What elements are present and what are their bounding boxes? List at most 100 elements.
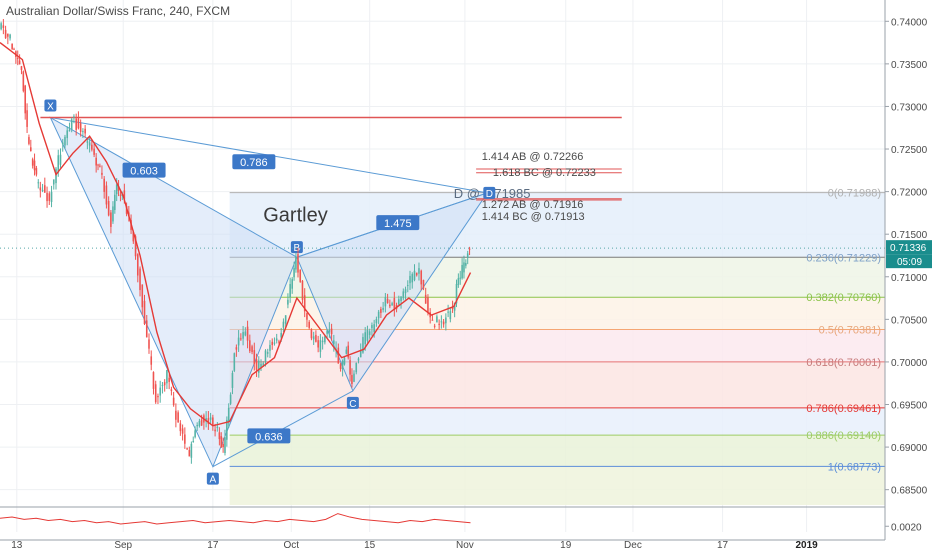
candle-body <box>20 66 23 71</box>
candle-body <box>364 332 367 345</box>
candle-body <box>297 254 299 273</box>
candle-body <box>194 430 196 438</box>
candle-body <box>93 148 95 155</box>
candle-body <box>2 25 5 28</box>
candle-body <box>212 417 214 426</box>
candle-body <box>299 269 302 282</box>
candle-body <box>269 344 271 351</box>
candle-body <box>357 358 360 361</box>
candle-body <box>324 336 326 343</box>
candle-body <box>260 363 262 369</box>
candle-body <box>287 299 289 305</box>
candle-body <box>227 407 230 422</box>
candle-body <box>293 267 295 278</box>
moving-average-line <box>0 42 472 427</box>
candle-body <box>289 284 291 298</box>
candle-body <box>229 394 232 404</box>
candle-body <box>273 342 276 344</box>
price-tick-label: 0.72500 <box>891 145 928 156</box>
candle-body <box>95 157 97 166</box>
candle-body <box>291 279 293 289</box>
candle-body <box>413 270 416 281</box>
candle-body <box>168 377 170 382</box>
candle-body <box>436 316 438 323</box>
candle-body <box>362 337 364 353</box>
candle-body <box>351 375 353 384</box>
candle-body <box>192 440 195 442</box>
candle-body <box>427 297 429 313</box>
candle-body <box>73 116 75 118</box>
candle-body <box>400 296 402 302</box>
candle-body <box>418 268 420 274</box>
candle-body <box>240 338 242 340</box>
candle-body <box>328 329 331 333</box>
candle-body <box>457 278 460 285</box>
projection-label: 1.618 BC @ 0.72233 <box>493 167 596 179</box>
candle-body <box>48 193 51 201</box>
price-tick-label: 0.69000 <box>891 443 928 454</box>
candle-body <box>249 340 251 352</box>
candle-body <box>97 164 99 166</box>
candle-body <box>280 332 282 338</box>
candle-body <box>139 268 141 291</box>
candle-body <box>77 118 80 129</box>
candle-body <box>345 349 348 354</box>
candle-body <box>61 142 64 145</box>
candle-body <box>402 291 405 299</box>
fib-level-label: 0.236(0.71229) <box>806 252 881 264</box>
candle-body <box>91 144 93 150</box>
price-tick-label: 0.71500 <box>891 230 928 241</box>
candle-body <box>79 123 82 132</box>
candle-body <box>190 443 193 458</box>
oscillator-tick-label: 0.0020 <box>891 522 922 533</box>
candle-body <box>431 319 434 321</box>
fib-level-label: 1(0.68773) <box>828 461 881 473</box>
time-tick-label: Sep <box>114 540 132 550</box>
pattern-point-X <box>44 99 57 112</box>
candle-body <box>16 58 19 60</box>
projection-label: 1.272 AB @ 0.71916 <box>482 199 584 211</box>
candle-body <box>411 274 414 283</box>
fib-level-label: 0.382(0.70760) <box>806 292 881 304</box>
candle-body <box>157 395 159 398</box>
candle-body <box>24 85 27 114</box>
candle-body <box>271 341 274 346</box>
candle-body <box>141 284 144 308</box>
candle-body <box>337 347 340 364</box>
candle-body <box>84 128 86 134</box>
candle-body <box>68 130 71 132</box>
price-tick-label: 0.73000 <box>891 102 928 113</box>
candle-body <box>333 340 335 345</box>
candle-body <box>70 119 73 130</box>
candle-body <box>406 285 409 287</box>
candle-body <box>343 357 346 365</box>
candle-body <box>103 178 105 192</box>
candle-body <box>349 360 351 375</box>
pattern-point-label: C <box>349 399 356 410</box>
pattern-point-A <box>206 472 219 485</box>
candle-body <box>355 362 358 373</box>
time-tick-label: 19 <box>560 540 572 550</box>
candle-body <box>466 253 469 258</box>
candle-body <box>382 307 384 310</box>
candle-body <box>214 429 216 432</box>
ratio-xd: 0.786 <box>240 157 268 169</box>
fib-level-label: 0.786(0.69461) <box>806 403 881 415</box>
price-tick-label: 0.73500 <box>891 60 928 71</box>
candle-body <box>468 248 471 250</box>
fib-band <box>229 329 885 362</box>
candle-body <box>134 236 137 257</box>
projection-label: 1.414 AB @ 0.72266 <box>482 151 584 163</box>
candle-body <box>39 187 42 191</box>
candle-body <box>295 256 297 270</box>
candle-body <box>105 185 108 205</box>
countdown-badge <box>886 254 932 269</box>
candle-body <box>455 283 458 304</box>
candle-body <box>136 254 139 276</box>
pattern-point-C <box>346 396 359 409</box>
candle-body <box>152 372 155 389</box>
candle-body <box>445 317 447 324</box>
candle-body <box>145 320 148 338</box>
time-tick-label: 17 <box>207 540 219 550</box>
